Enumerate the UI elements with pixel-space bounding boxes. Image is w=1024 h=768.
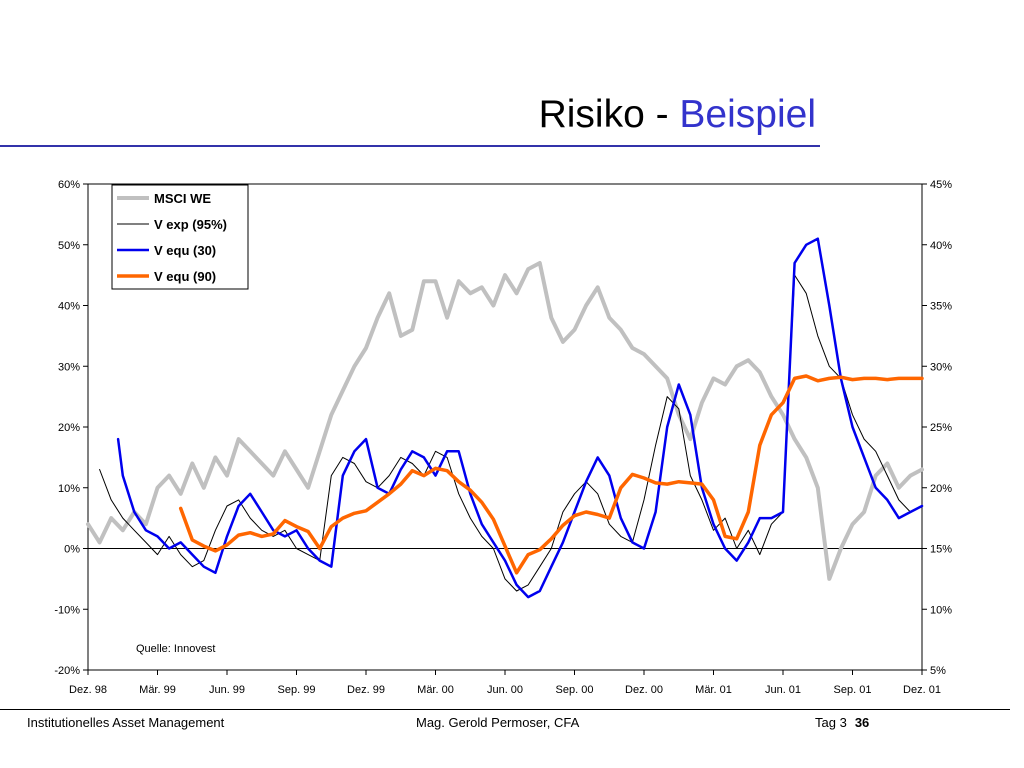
x-tick-label: Mär. 99 (139, 684, 176, 696)
y-left-tick-label: 40% (58, 301, 80, 313)
y-right-tick-label: 10% (930, 604, 952, 616)
page-number: 36 (854, 715, 870, 730)
x-tick-label: Sep. 01 (834, 684, 872, 696)
y-left-tick-label: 60% (58, 179, 80, 191)
y-right-tick-label: 20% (930, 483, 952, 495)
y-right-tick-label: 30% (930, 361, 952, 373)
y-right-tick-label: 45% (930, 179, 952, 191)
legend-label: V exp (95%) (154, 217, 227, 232)
x-tick-label: Mär. 00 (417, 684, 454, 696)
slide-title-accent: Beispiel (679, 93, 816, 136)
legend-label: V equ (90) (154, 269, 216, 284)
y-left-tick-label: 0% (64, 544, 80, 556)
y-right-tick-label: 15% (930, 544, 952, 556)
x-tick-label: Sep. 00 (556, 684, 594, 696)
x-tick-label: Dez. 98 (69, 684, 107, 696)
footer-course: Institutionelles Asset Management (27, 715, 225, 730)
x-tick-label: Sep. 99 (278, 684, 316, 696)
y-left-tick-label: 10% (58, 483, 80, 495)
chart-legend: MSCI WE V exp (95%) V equ (30) V equ (90) (111, 184, 249, 290)
series-line-3 (116, 237, 924, 599)
y-left-tick-label: 20% (58, 422, 80, 434)
footer-day-page: Tag 3 36 (815, 715, 869, 730)
x-tick-label: Dez. 99 (347, 684, 385, 696)
series-line-4 (178, 374, 924, 575)
x-tick-label: Jun. 01 (765, 684, 801, 696)
slide-title-main: Risiko - (538, 93, 680, 136)
x-tick-label: Dez. 01 (903, 684, 941, 696)
title-divider (0, 145, 820, 147)
y-left-tick-label: 30% (58, 361, 80, 373)
series-line-1 (86, 261, 924, 581)
footer-divider (0, 709, 1010, 710)
x-tick-label: Jun. 99 (209, 684, 245, 696)
legend-label: V equ (30) (154, 243, 216, 258)
y-left-tick-label: -20% (54, 665, 80, 677)
x-tick-label: Mär. 01 (695, 684, 732, 696)
y-left-tick-label: -10% (54, 604, 80, 616)
legend-label: MSCI WE (154, 191, 211, 206)
y-left-tick-label: 50% (58, 240, 80, 252)
y-right-tick-label: 40% (930, 240, 952, 252)
y-right-tick-label: 35% (930, 301, 952, 313)
slide-title: Risiko - Beispiel (539, 92, 816, 138)
y-right-tick-label: 5% (930, 665, 946, 677)
footer-day: Tag 3 (815, 715, 847, 730)
source-note: Quelle: Innovest (136, 643, 216, 655)
x-tick-label: Dez. 00 (625, 684, 663, 696)
line-chart: -20% -10% 0% 10% 20% 30% 40% 50% 60% 5% 10% 15% 20% 2… (54, 179, 952, 696)
y-right-tick-label: 25% (930, 422, 952, 434)
footer-author: Mag. Gerold Permoser, CFA (416, 715, 580, 730)
x-tick-label: Jun. 00 (487, 684, 523, 696)
legend-box (111, 184, 249, 290)
